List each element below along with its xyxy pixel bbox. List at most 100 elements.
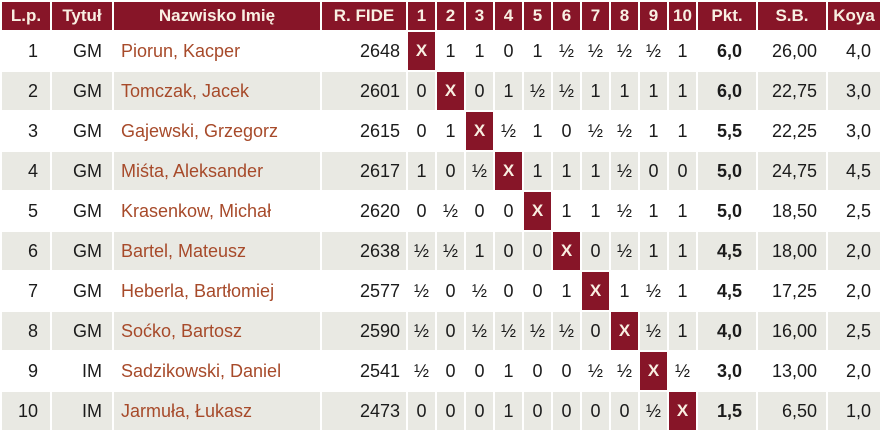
result-cell: 0 xyxy=(553,392,580,430)
result-cell: 1 xyxy=(495,392,522,430)
result-cell: 1 xyxy=(640,112,667,150)
rating-cell: 2601 xyxy=(322,72,406,110)
table-row: 5 GM Krasenkow, Michał 2620 0 ½ 0 0 X 1 1 ½ 1 1 5,0 18,… xyxy=(2,192,880,230)
title-cell: GM xyxy=(52,72,112,110)
result-cell: 0 xyxy=(669,152,696,190)
player-name-cell[interactable]: Jarmuła, Łukasz xyxy=(114,392,320,430)
diagonal-cell: X xyxy=(553,232,580,270)
points-cell: 3,0 xyxy=(698,352,756,390)
table-row: 10 IM Jarmuła, Łukasz 2473 0 0 0 1 0 0 0 0 ½ X 1,5 6,50… xyxy=(2,392,880,430)
result-cell: ½ xyxy=(466,312,493,350)
header-round-9: 9 xyxy=(640,2,667,30)
rating-cell: 2620 xyxy=(322,192,406,230)
diagonal-cell: X xyxy=(582,272,609,310)
result-cell: 1 xyxy=(553,152,580,190)
header-round-4: 4 xyxy=(495,2,522,30)
header-points: Pkt. xyxy=(698,2,756,30)
header-row: L.p. Tytuł Nazwisko Imię R. FIDE 1 2 3 4… xyxy=(2,2,880,30)
koya-cell: 2,5 xyxy=(828,312,880,350)
player-name-cell[interactable]: Heberla, Bartłomiej xyxy=(114,272,320,310)
result-cell: 1 xyxy=(669,232,696,270)
result-cell: 1 xyxy=(495,352,522,390)
table-row: 9 IM Sadzikowski, Daniel 2541 ½ 0 0 1 0 0 ½ ½ X ½ 3,0 1… xyxy=(2,352,880,390)
result-cell: ½ xyxy=(611,192,638,230)
result-cell: 0 xyxy=(466,352,493,390)
rank-cell: 3 xyxy=(2,112,50,150)
koya-cell: 1,0 xyxy=(828,392,880,430)
result-cell: 0 xyxy=(408,392,435,430)
result-cell: 0 xyxy=(408,192,435,230)
result-cell: 1 xyxy=(524,32,551,70)
koya-cell: 2,0 xyxy=(828,272,880,310)
diagonal-cell: X xyxy=(408,32,435,70)
header-sb: S.B. xyxy=(758,2,826,30)
result-cell: ½ xyxy=(640,392,667,430)
result-cell: 0 xyxy=(582,312,609,350)
title-cell: GM xyxy=(52,192,112,230)
result-cell: ½ xyxy=(582,352,609,390)
result-cell: 1 xyxy=(640,72,667,110)
points-cell: 5,0 xyxy=(698,152,756,190)
player-name-cell[interactable]: Krasenkow, Michał xyxy=(114,192,320,230)
result-cell: ½ xyxy=(640,312,667,350)
player-name-cell[interactable]: Tomczak, Jacek xyxy=(114,72,320,110)
result-cell: 1 xyxy=(669,32,696,70)
title-cell: GM xyxy=(52,272,112,310)
result-cell: 0 xyxy=(466,72,493,110)
result-cell: 1 xyxy=(669,312,696,350)
header-name: Nazwisko Imię xyxy=(114,2,320,30)
result-cell: 0 xyxy=(582,392,609,430)
result-cell: 0 xyxy=(553,112,580,150)
player-name-cell[interactable]: Gajewski, Grzegorz xyxy=(114,112,320,150)
result-cell: 0 xyxy=(495,232,522,270)
result-cell: 0 xyxy=(437,352,464,390)
sb-cell: 24,75 xyxy=(758,152,826,190)
player-name-cell[interactable]: Soćko, Bartosz xyxy=(114,312,320,350)
title-cell: GM xyxy=(52,152,112,190)
player-name-cell[interactable]: Bartel, Mateusz xyxy=(114,232,320,270)
rating-cell: 2473 xyxy=(322,392,406,430)
result-cell: 1 xyxy=(553,272,580,310)
player-name-cell[interactable]: Sadzikowski, Daniel xyxy=(114,352,320,390)
result-cell: ½ xyxy=(408,232,435,270)
result-cell: ½ xyxy=(437,192,464,230)
rank-cell: 10 xyxy=(2,392,50,430)
header-round-7: 7 xyxy=(582,2,609,30)
diagonal-cell: X xyxy=(611,312,638,350)
koya-cell: 2,5 xyxy=(828,192,880,230)
result-cell: 1 xyxy=(524,152,551,190)
table-row: 2 GM Tomczak, Jacek 2601 0 X 0 1 ½ ½ 1 1 1 1 6,0 22,75 3… xyxy=(2,72,880,110)
result-cell: ½ xyxy=(408,272,435,310)
diagonal-cell: X xyxy=(640,352,667,390)
result-cell: 0 xyxy=(524,392,551,430)
result-cell: 1 xyxy=(408,152,435,190)
result-cell: 0 xyxy=(495,272,522,310)
header-round-5: 5 xyxy=(524,2,551,30)
result-cell: 1 xyxy=(553,192,580,230)
sb-cell: 22,25 xyxy=(758,112,826,150)
rank-cell: 1 xyxy=(2,32,50,70)
table-row: 6 GM Bartel, Mateusz 2638 ½ ½ 1 0 0 X 0 ½ 1 1 4,5 18,00… xyxy=(2,232,880,270)
result-cell: 0 xyxy=(495,192,522,230)
player-name-cell[interactable]: Miśta, Aleksander xyxy=(114,152,320,190)
result-cell: ½ xyxy=(524,72,551,110)
result-cell: 1 xyxy=(611,272,638,310)
rank-cell: 2 xyxy=(2,72,50,110)
rating-cell: 2577 xyxy=(322,272,406,310)
sb-cell: 13,00 xyxy=(758,352,826,390)
result-cell: ½ xyxy=(466,272,493,310)
koya-cell: 3,0 xyxy=(828,112,880,150)
koya-cell: 2,0 xyxy=(828,232,880,270)
result-cell: ½ xyxy=(524,312,551,350)
title-cell: GM xyxy=(52,112,112,150)
player-name-cell[interactable]: Piorun, Kacper xyxy=(114,32,320,70)
result-cell: 0 xyxy=(582,232,609,270)
result-cell: 1 xyxy=(466,32,493,70)
diagonal-cell: X xyxy=(669,392,696,430)
rank-cell: 7 xyxy=(2,272,50,310)
result-cell: 1 xyxy=(582,152,609,190)
result-cell: 0 xyxy=(640,152,667,190)
koya-cell: 3,0 xyxy=(828,72,880,110)
result-cell: 0 xyxy=(437,152,464,190)
